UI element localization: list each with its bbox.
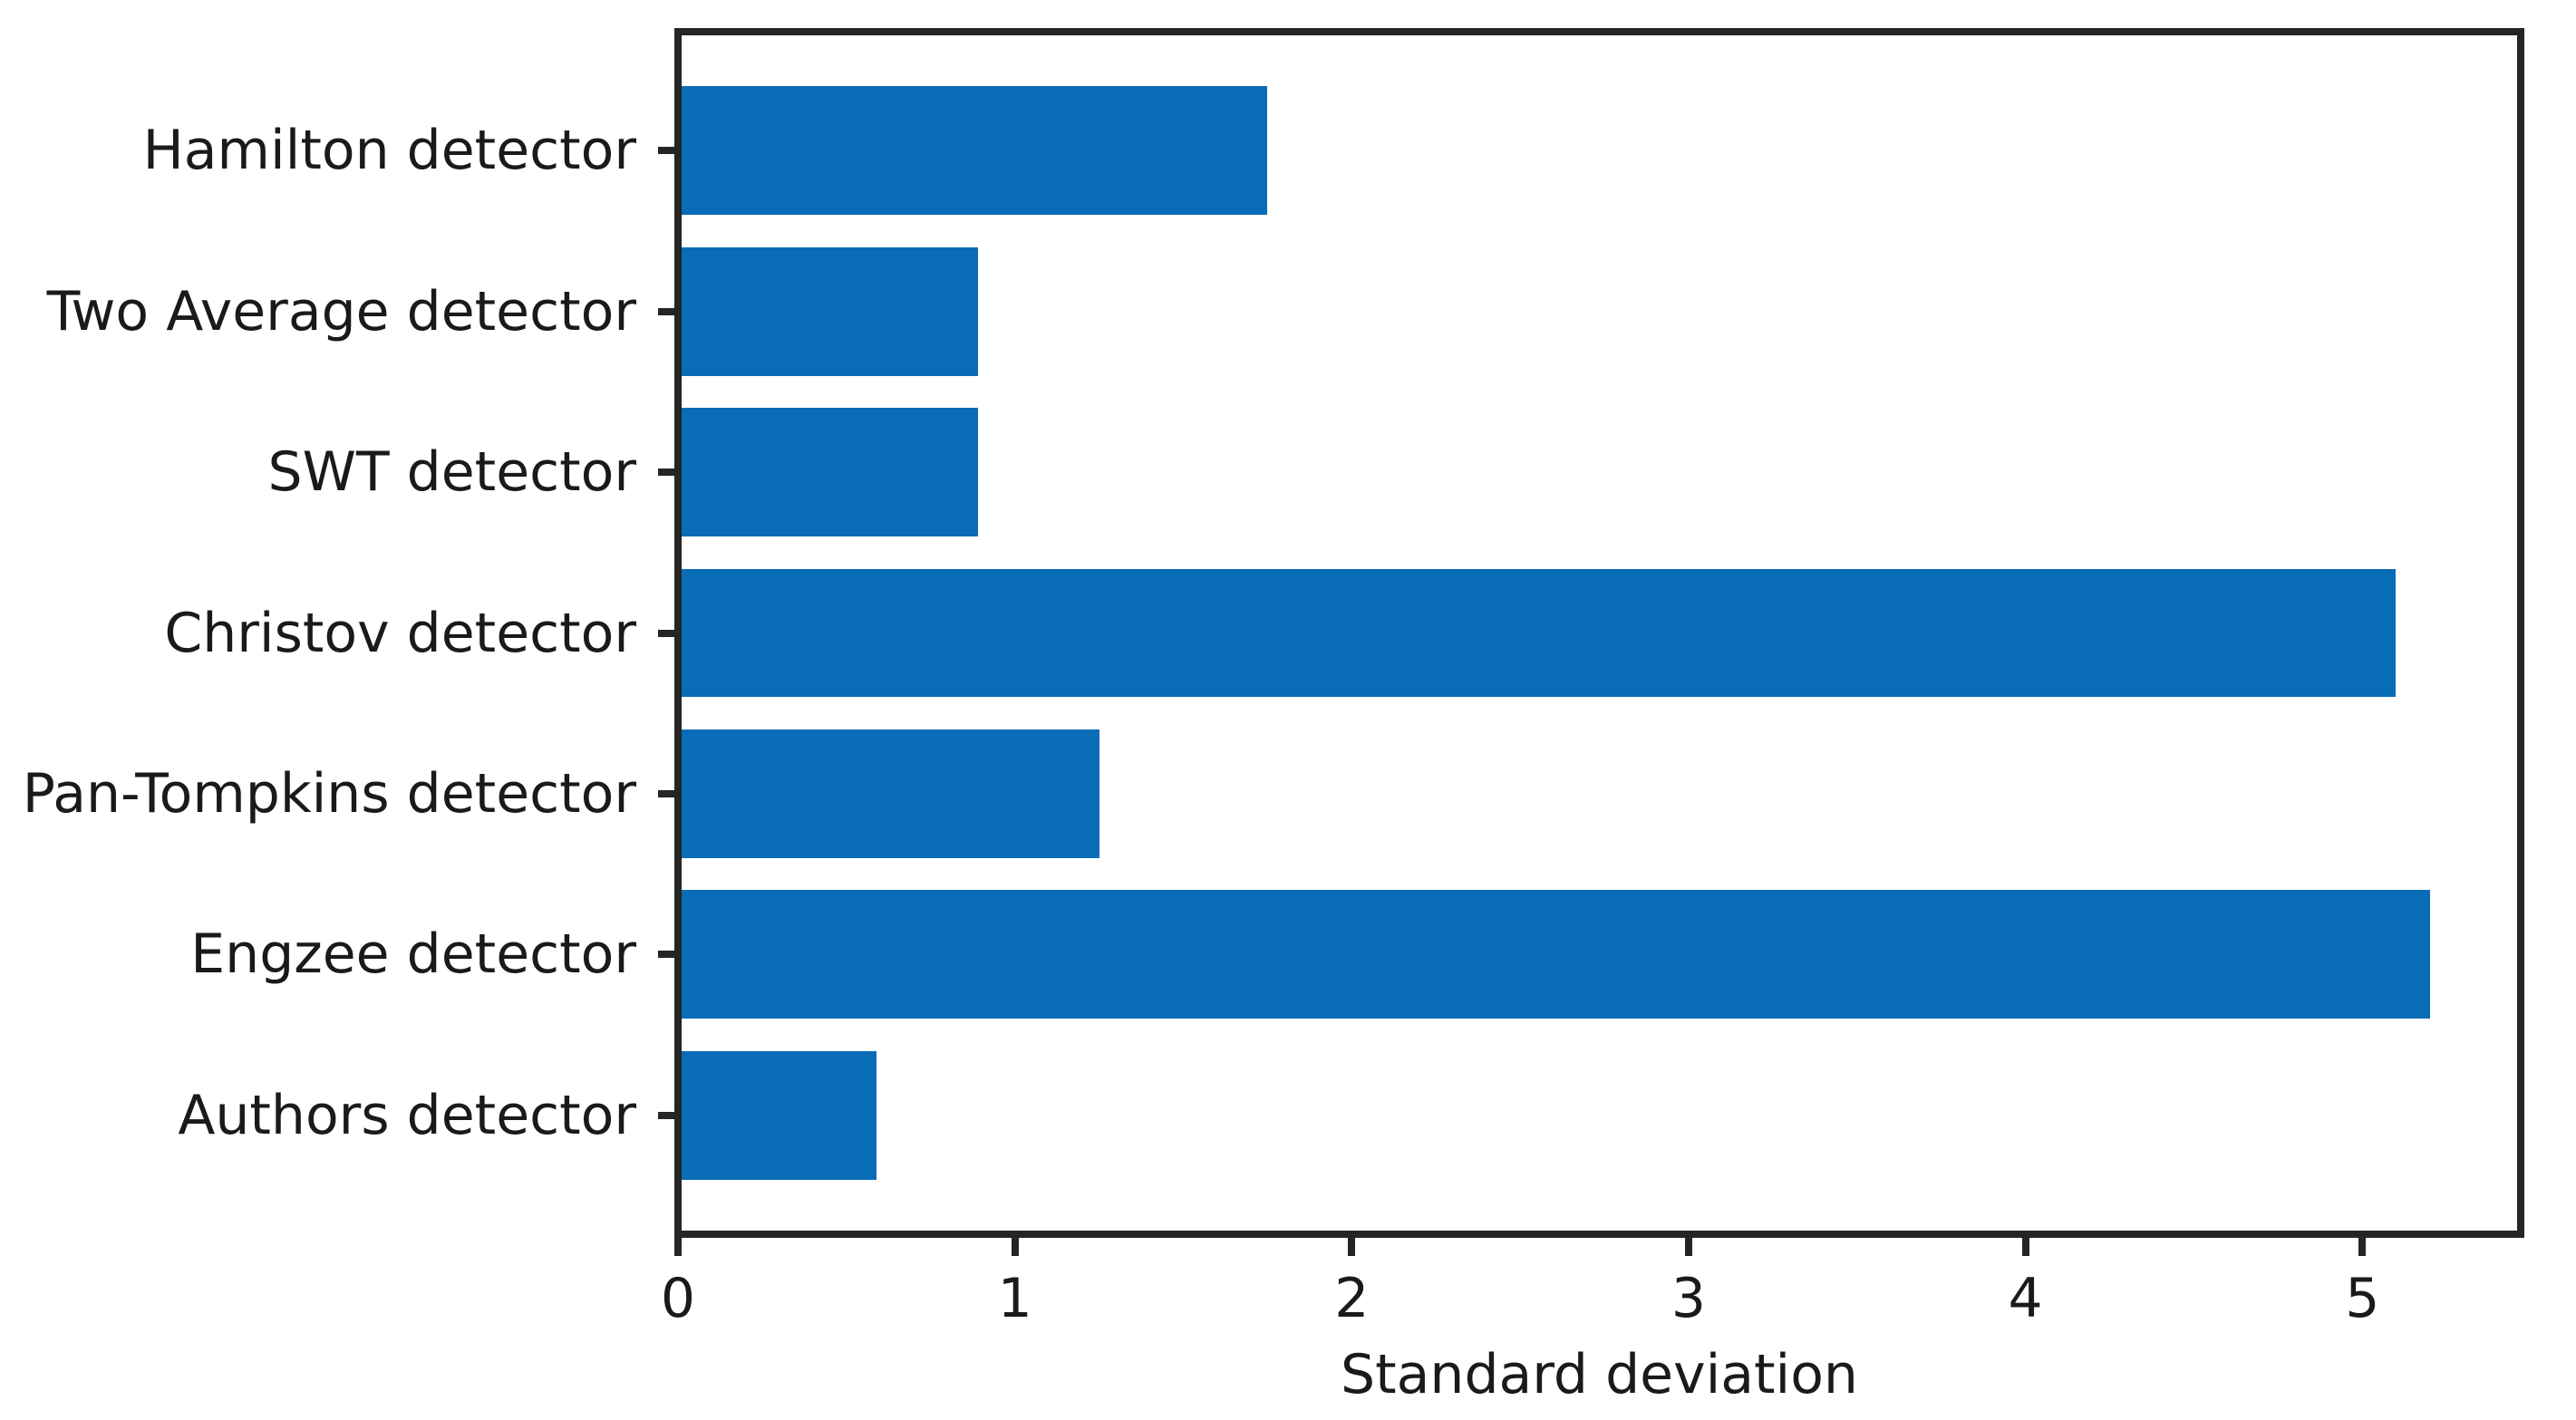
x-tick-label: 1	[997, 1267, 1032, 1330]
plot-left-spine-y-axis	[674, 28, 682, 1238]
y-tick-label: Engzee detector	[190, 923, 636, 987]
y-tick-mark	[658, 1111, 674, 1119]
bar	[678, 890, 2430, 1019]
y-tick-label: Two Average detector	[46, 279, 636, 343]
x-tick-label: 4	[2008, 1267, 2043, 1330]
bar	[678, 1050, 877, 1180]
x-tick-mark	[1011, 1238, 1019, 1256]
bar	[678, 408, 978, 537]
bar	[678, 729, 1099, 858]
x-tick-mark	[1348, 1238, 1356, 1256]
x-tick-mark	[2021, 1238, 2029, 1256]
y-tick-mark	[658, 629, 674, 637]
x-tick-label: 0	[660, 1267, 696, 1330]
bar	[678, 568, 2397, 698]
x-tick-label: 3	[1671, 1267, 1707, 1330]
plot-right-spine	[2517, 28, 2524, 1238]
y-tick-label: Pan-Tompkins detector	[22, 761, 636, 826]
x-axis-title: Standard deviation	[1341, 1343, 1858, 1406]
y-tick-mark	[658, 789, 674, 797]
y-tick-label: Christov detector	[164, 601, 636, 665]
plot-bottom-spine-x-axis	[674, 1231, 2524, 1238]
x-tick-label: 5	[2345, 1267, 2380, 1330]
y-tick-mark	[658, 951, 674, 959]
y-tick-label: Hamilton detector	[142, 119, 636, 183]
x-tick-label: 2	[1334, 1267, 1370, 1330]
x-tick-mark	[1684, 1238, 1692, 1256]
y-tick-label: Authors detector	[178, 1083, 636, 1147]
y-tick-mark	[658, 147, 674, 155]
x-tick-mark	[674, 1238, 682, 1256]
y-tick-mark	[658, 469, 674, 477]
y-tick-mark	[658, 307, 674, 315]
y-tick-label: SWT detector	[267, 440, 636, 505]
x-tick-mark	[2358, 1238, 2367, 1256]
bar	[678, 246, 978, 376]
plot-top-spine	[674, 28, 2524, 35]
bar	[678, 86, 1268, 216]
